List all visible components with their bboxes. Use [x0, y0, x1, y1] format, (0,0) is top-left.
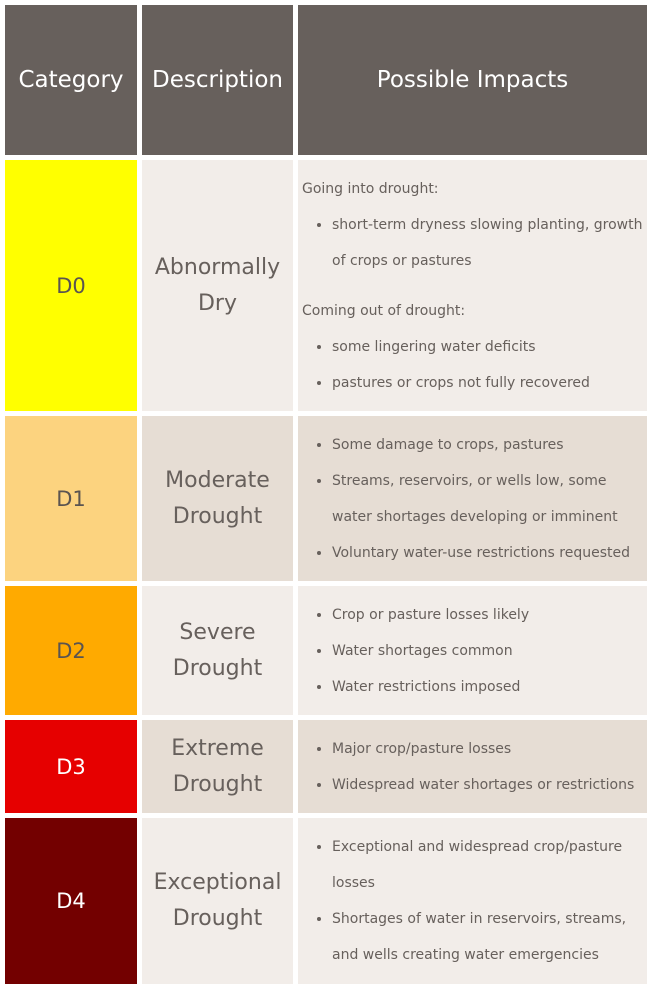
- table-row-d3: D3 Extreme Drought Major crop/pasture lo…: [5, 720, 647, 813]
- impacts-cell-d2: Crop or pasture losses likely Water shor…: [298, 586, 647, 715]
- header-row: Category Description Possible Impacts: [5, 5, 647, 155]
- description-cell-d1: Moderate Drought: [142, 416, 293, 581]
- impacts-cell-d1: Some damage to crops, pastures Streams, …: [298, 416, 647, 581]
- table-row-d0: D0 Abnormally Dry Going into drought: sh…: [5, 160, 647, 411]
- impacts-list: Exceptional and widespread crop/pasture …: [302, 829, 643, 973]
- table-row-d1: D1 Moderate Drought Some damage to crops…: [5, 416, 647, 581]
- description-cell-d4: Exceptional Drought: [142, 818, 293, 984]
- impacts-cell-d4: Exceptional and widespread crop/pasture …: [298, 818, 647, 984]
- impacts-cell-d3: Major crop/pasture losses Widespread wat…: [298, 720, 647, 813]
- list-item: Voluntary water-use restrictions request…: [332, 535, 643, 571]
- category-cell-d1: D1: [5, 416, 137, 581]
- category-label: D0: [56, 273, 86, 298]
- table-row-d4: D4 Exceptional Drought Exceptional and w…: [5, 818, 647, 984]
- category-cell-d2: D2: [5, 586, 137, 715]
- description-cell-d3: Extreme Drought: [142, 720, 293, 813]
- list-item: Exceptional and widespread crop/pasture …: [332, 829, 643, 901]
- category-cell-d4: D4: [5, 818, 137, 984]
- list-item: Some damage to crops, pastures: [332, 427, 643, 463]
- table-row-d2: D2 Severe Drought Crop or pasture losses…: [5, 586, 647, 715]
- category-cell-d3: D3: [5, 720, 137, 813]
- header-description: Description: [142, 5, 293, 155]
- list-item: Streams, reservoirs, or wells low, some …: [332, 463, 643, 535]
- category-label: D2: [56, 638, 86, 663]
- coming-out-of-drought-label: Coming out of drought:: [302, 302, 466, 319]
- going-into-drought-label: Going into drought:: [302, 180, 439, 197]
- category-cell-d0: D0: [5, 160, 137, 411]
- header-possible-impacts: Possible Impacts: [298, 5, 647, 155]
- impacts-list: Major crop/pasture losses Widespread wat…: [302, 731, 643, 803]
- description-cell-d2: Severe Drought: [142, 586, 293, 715]
- list-item: some lingering water deficits: [332, 329, 643, 365]
- list-item: Widespread water shortages or restrictio…: [332, 767, 643, 803]
- list-item: Water shortages common: [332, 633, 643, 669]
- list-item: Crop or pasture losses likely: [332, 597, 643, 633]
- impacts-list: Some damage to crops, pastures Streams, …: [302, 427, 643, 571]
- list-item: Shortages of water in reservoirs, stream…: [332, 901, 643, 973]
- coming-out-of-drought-list: some lingering water deficits pastures o…: [302, 329, 643, 401]
- list-item: short-term dryness slowing planting, gro…: [332, 207, 643, 279]
- category-label: D4: [56, 889, 86, 913]
- going-into-drought-list: short-term dryness slowing planting, gro…: [302, 207, 643, 279]
- impacts-list: Crop or pasture losses likely Water shor…: [302, 597, 643, 705]
- category-label: D1: [56, 486, 86, 511]
- description-cell-d0: Abnormally Dry: [142, 160, 293, 411]
- impacts-cell-d0: Going into drought: short-term dryness s…: [298, 160, 647, 411]
- list-item: pastures or crops not fully recovered: [332, 365, 643, 401]
- category-label: D3: [56, 754, 86, 779]
- list-item: Major crop/pasture losses: [332, 731, 643, 767]
- list-item: Water restrictions imposed: [332, 669, 643, 705]
- header-category: Category: [5, 5, 137, 155]
